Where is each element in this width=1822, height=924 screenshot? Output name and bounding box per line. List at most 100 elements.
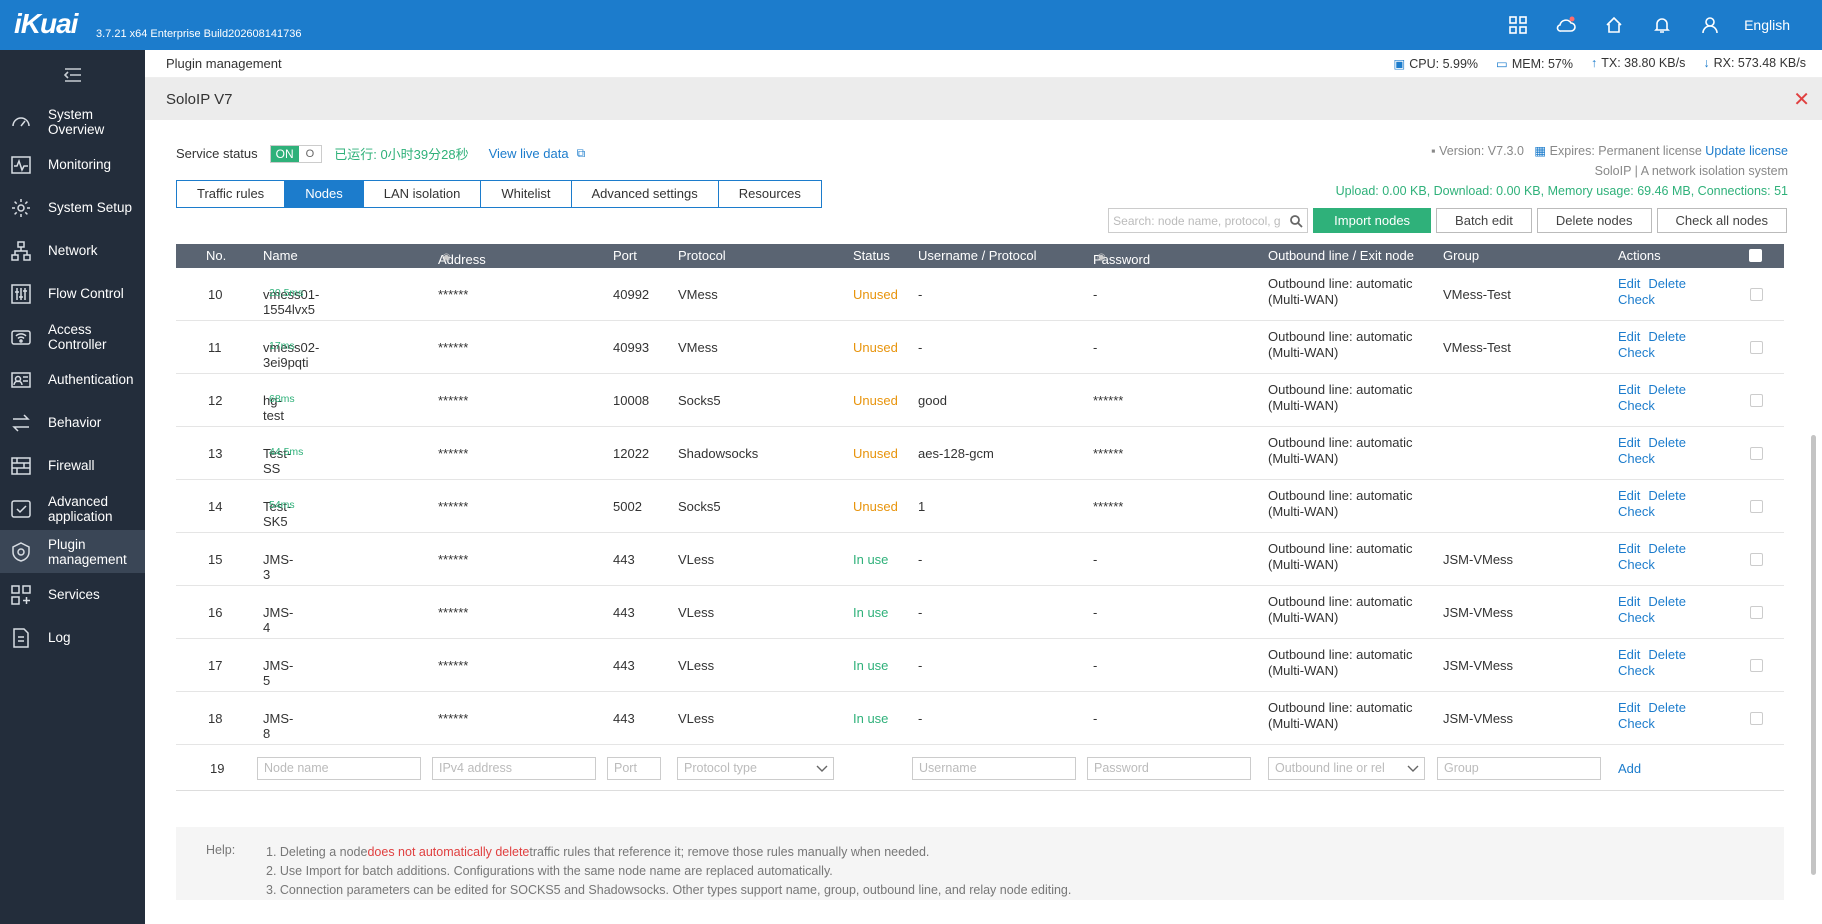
cell-username: good [918, 393, 947, 408]
eye-icon[interactable]: ◉ [1097, 252, 1106, 263]
group-input[interactable]: Group [1437, 757, 1601, 780]
search-input[interactable]: Search: node name, protocol, g [1108, 208, 1309, 233]
row-checkbox[interactable] [1750, 712, 1763, 725]
delete-link[interactable]: Delete [1648, 382, 1686, 397]
select-all-checkbox[interactable] [1749, 249, 1762, 262]
cell-group: JSM-VMess [1443, 605, 1514, 620]
protocol-type-select[interactable]: Protocol type [677, 757, 834, 780]
vertical-scrollbar[interactable] [1811, 435, 1816, 875]
cell-port: 443 [613, 658, 635, 673]
sidebar-item-flow-control[interactable]: Flow Control [0, 272, 145, 315]
edit-link[interactable]: Edit [1618, 541, 1641, 556]
close-icon[interactable]: ✕ [1793, 88, 1810, 111]
check-link[interactable]: Check [1618, 663, 1655, 678]
delete-link[interactable]: Delete [1648, 329, 1686, 344]
delete-link[interactable]: Delete [1648, 594, 1686, 609]
search-icon[interactable] [1289, 214, 1303, 228]
cell-protocol: Shadowsocks [678, 446, 759, 461]
row-checkbox[interactable] [1750, 606, 1763, 619]
user-icon[interactable] [1686, 0, 1734, 50]
check-link[interactable]: Check [1618, 716, 1655, 731]
batch-edit-button[interactable]: Batch edit [1436, 208, 1532, 233]
add-button[interactable]: Add [1618, 761, 1642, 776]
delete-link[interactable]: Delete [1648, 541, 1686, 556]
edit-link[interactable]: Edit [1618, 276, 1641, 291]
row-checkbox[interactable] [1750, 500, 1763, 513]
outbound-line-select[interactable]: Outbound line or rel [1268, 757, 1425, 780]
password-input[interactable]: Password [1087, 757, 1251, 780]
home-icon[interactable] [1590, 0, 1638, 50]
tab-traffic-rules[interactable]: Traffic rules [177, 181, 286, 207]
edit-link[interactable]: Edit [1618, 382, 1641, 397]
sidebar-item-firewall[interactable]: Firewall [0, 444, 145, 487]
delete-link[interactable]: Delete [1648, 700, 1686, 715]
cell-address: ****** [438, 340, 469, 355]
check-link[interactable]: Check [1618, 345, 1655, 360]
sidebar-item-authentication[interactable]: Authentication [0, 358, 145, 401]
edit-link[interactable]: Edit [1618, 329, 1641, 344]
apps-grid-icon[interactable] [1494, 0, 1542, 50]
edit-link[interactable]: Edit [1618, 647, 1641, 662]
sidebar-item-log[interactable]: Log [0, 616, 145, 659]
sidebar-item-system-overview[interactable]: System Overview [0, 100, 145, 143]
row-checkbox[interactable] [1750, 447, 1763, 460]
delete-link[interactable]: Delete [1648, 435, 1686, 450]
tab-advanced-settings[interactable]: Advanced settings [572, 181, 719, 207]
delete-link[interactable]: Delete [1648, 276, 1686, 291]
view-live-data-link[interactable]: View live data [488, 146, 569, 161]
collapse-menu-icon[interactable] [0, 50, 145, 100]
tab-nodes[interactable]: Nodes [285, 181, 364, 207]
edit-link[interactable]: Edit [1618, 488, 1641, 503]
check-link[interactable]: Check [1618, 504, 1655, 519]
sidebar-item-monitoring[interactable]: Monitoring [0, 143, 145, 186]
cell-outbound-sub: (Multi-WAN) [1268, 398, 1339, 413]
sidebar-item-network[interactable]: Network [0, 229, 145, 272]
sidebar-item-label: Flow Control [48, 286, 124, 301]
sidebar-item-advanced-application[interactable]: Advanced application [0, 487, 145, 530]
edit-link[interactable]: Edit [1618, 700, 1641, 715]
check-link[interactable]: Check [1618, 451, 1655, 466]
external-link-icon[interactable]: ⧉ [576, 146, 586, 160]
ipv4-address-input[interactable]: IPv4 address [432, 757, 596, 780]
service-toggle[interactable]: ON O [269, 144, 323, 163]
check-link[interactable]: Check [1618, 398, 1655, 413]
row-checkbox[interactable] [1750, 553, 1763, 566]
row-checkbox[interactable] [1750, 288, 1763, 301]
edit-link[interactable]: Edit [1618, 594, 1641, 609]
sidebar-item-system-setup[interactable]: System Setup [0, 186, 145, 229]
cell-outbound-sub: (Multi-WAN) [1268, 610, 1339, 625]
eye-icon[interactable]: ◉ [442, 252, 451, 263]
tab-resources[interactable]: Resources [738, 186, 801, 201]
edit-link[interactable]: Edit [1618, 435, 1641, 450]
row-checkbox[interactable] [1750, 341, 1763, 354]
update-license-link[interactable]: Update license [1705, 144, 1788, 158]
tab-lan-isolation[interactable]: LAN isolation [364, 181, 482, 207]
latency-badge: 44.5ms [269, 446, 304, 458]
cloud-icon[interactable] [1542, 0, 1590, 50]
check-all-nodes-button[interactable]: Check all nodes [1656, 208, 1787, 233]
port-input[interactable]: Port [607, 757, 661, 780]
row-checkbox[interactable] [1750, 394, 1763, 407]
check-link[interactable]: Check [1618, 292, 1655, 307]
row-checkbox[interactable] [1750, 659, 1763, 672]
node-name-input[interactable]: Node name [257, 757, 421, 780]
sidebar-item-services[interactable]: Services [0, 573, 145, 616]
tab-whitelist[interactable]: Whitelist [481, 181, 572, 207]
sidebar-item-behavior[interactable]: Behavior [0, 401, 145, 444]
language-switch[interactable]: English [1744, 17, 1790, 33]
table-row: 14 Test-SK5 54ms ****** 5002 Socks5 Unused 1 ***… [176, 480, 1784, 533]
check-link[interactable]: Check [1618, 610, 1655, 625]
cell-outbound-sub: (Multi-WAN) [1268, 663, 1339, 678]
bell-icon[interactable] [1638, 0, 1686, 50]
username-input[interactable]: Username [912, 757, 1076, 780]
sidebar-item-plugin-management[interactable]: Plugin management [0, 530, 145, 573]
cell-outbound: Outbound line: automatic [1268, 488, 1413, 503]
delete-nodes-button[interactable]: Delete nodes [1536, 208, 1652, 233]
delete-link[interactable]: Delete [1648, 647, 1686, 662]
version-icon: ▪ [1431, 144, 1436, 158]
sidebar-item-access-controller[interactable]: Access Controller [0, 315, 145, 358]
import-nodes-button[interactable]: Import nodes [1313, 208, 1432, 233]
delete-link[interactable]: Delete [1648, 488, 1686, 503]
rx-rate: RX: 573.48 KB/s [1713, 56, 1806, 70]
check-link[interactable]: Check [1618, 557, 1655, 572]
